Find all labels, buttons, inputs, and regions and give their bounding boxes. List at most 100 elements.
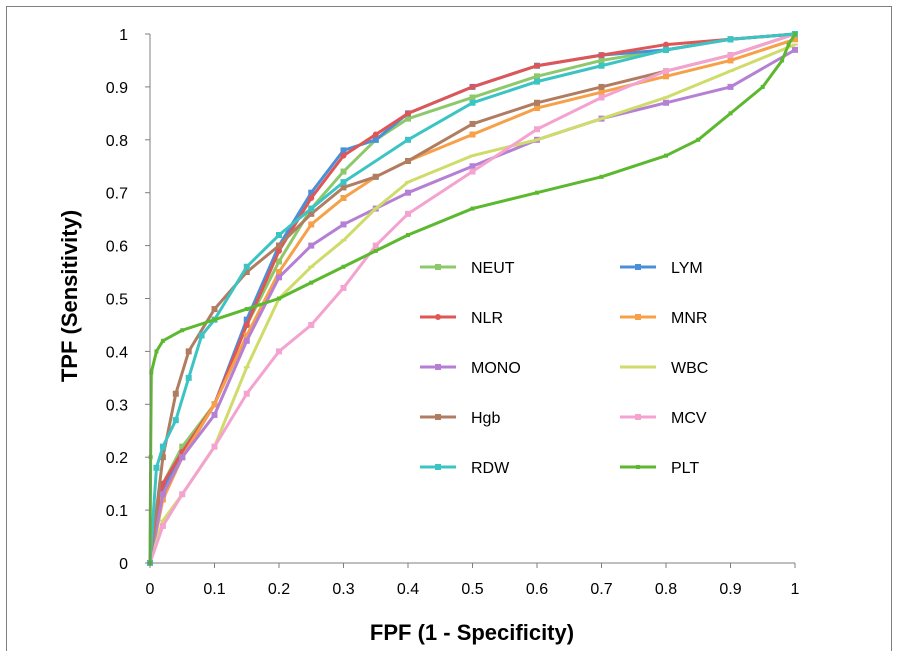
legend-swatch-marker: [635, 264, 641, 270]
series-rdw: [147, 31, 798, 566]
point-plt: [341, 264, 346, 269]
point-mcv: [340, 284, 347, 291]
series-mnr: [147, 36, 798, 566]
point-neut: [340, 168, 347, 175]
point-plt: [728, 111, 733, 116]
y-tick-label: 0: [119, 556, 128, 573]
legend-item-neut: NEUT: [420, 260, 515, 277]
point-mcv: [534, 126, 540, 133]
series-neut: [147, 31, 798, 566]
point-mnr: [211, 401, 218, 408]
point-plt: [180, 328, 185, 333]
point-hgb: [598, 83, 605, 90]
point-rdw: [405, 136, 411, 143]
point-nlr: [308, 194, 315, 201]
point-nlr: [243, 321, 250, 328]
point-nlr: [469, 83, 476, 90]
series-line-plt: [148, 33, 797, 564]
point-neut: [179, 443, 186, 450]
legend-item-rdw: RDW: [420, 460, 510, 477]
point-plt: [148, 455, 153, 460]
point-nlr: [340, 152, 347, 159]
legend-item-mono: MONO: [420, 360, 521, 377]
point-mono: [727, 83, 734, 90]
series-mcv: [147, 31, 798, 566]
point-rdw: [598, 62, 605, 69]
point-plt: [793, 32, 797, 36]
point-mnr: [308, 221, 315, 228]
legend-item-mnr: MNR: [620, 310, 707, 327]
point-mcv: [308, 321, 315, 328]
point-nlr: [598, 52, 605, 59]
axes: [145, 33, 796, 568]
point-lym: [340, 147, 347, 154]
y-tick-label: 1: [119, 27, 128, 44]
point-plt: [760, 84, 765, 89]
series-lym: [147, 31, 798, 566]
series-lines: [147, 31, 798, 566]
point-mnr: [276, 269, 282, 276]
point-mcv: [276, 348, 282, 355]
point-mcv: [663, 68, 669, 75]
point-neut: [598, 57, 605, 64]
point-hgb: [211, 306, 218, 313]
point-plt: [470, 206, 475, 211]
point-neut: [405, 115, 411, 122]
legend-label-mono: MONO: [471, 360, 521, 377]
tick-labels: 0 0.1 0.2 0.3 0.4 0.5 0.6 0.7 0.8 0.9 1 0 0.1 0.2 0.3 0…: [106, 27, 800, 598]
point-plt: [786, 42, 791, 47]
point-hgb: [308, 210, 315, 217]
x-axis-title: FPF (1 - Specificity): [370, 620, 574, 645]
point-lym: [308, 189, 315, 196]
y-axis-title: TPF (Sensitivity): [57, 210, 82, 382]
point-wbc: [308, 265, 315, 268]
point-mcv: [211, 443, 218, 450]
series-line-hgb: [148, 32, 796, 564]
point-mcv: [372, 242, 379, 249]
point-mono: [179, 454, 186, 461]
legend-label-plt: PLT: [671, 460, 699, 477]
legend-label-nlr: NLR: [471, 310, 503, 327]
point-plt: [244, 307, 249, 312]
point-wbc: [792, 43, 798, 46]
point-plt: [780, 58, 785, 63]
series-line-mcv: [148, 32, 796, 564]
point-rdw: [153, 464, 160, 471]
legend-item-nlr: NLR: [420, 310, 503, 327]
point-mono: [405, 189, 411, 196]
x-tick-label: 0.3: [332, 581, 354, 598]
point-hgb: [185, 348, 192, 355]
point-wbc: [340, 239, 347, 242]
point-hgb: [243, 269, 250, 276]
point-plt: [535, 190, 539, 195]
point-neut: [534, 73, 540, 80]
legend-swatch-marker: [635, 366, 641, 368]
point-mnr: [663, 73, 669, 80]
point-wbc: [727, 70, 734, 73]
point-hgb: [159, 454, 166, 461]
legend-label-mnr: MNR: [671, 310, 707, 327]
point-nlr: [159, 480, 166, 487]
point-wbc: [405, 181, 411, 184]
point-rdw: [185, 374, 192, 381]
point-rdw: [308, 205, 315, 212]
legend-label-lym: LYM: [671, 260, 703, 277]
point-hgb: [469, 120, 476, 127]
point-mnr: [792, 36, 798, 43]
point-mcv: [598, 94, 605, 101]
legend-label-hgb: Hgb: [471, 410, 500, 427]
point-hgb: [405, 157, 411, 164]
legend-swatch-marker: [636, 465, 640, 469]
x-tick-label: 0.2: [268, 581, 290, 598]
point-neut: [469, 94, 476, 101]
series-hgb: [147, 31, 798, 566]
legend-label-wbc: WBC: [671, 360, 708, 377]
series-line-mnr: [148, 37, 796, 564]
point-nlr: [663, 41, 669, 48]
legend-label-mcv: MCV: [671, 410, 707, 427]
point-mono: [159, 491, 166, 498]
point-rdw: [340, 179, 347, 186]
legend-swatch-marker: [435, 314, 441, 320]
point-wbc: [469, 154, 476, 157]
